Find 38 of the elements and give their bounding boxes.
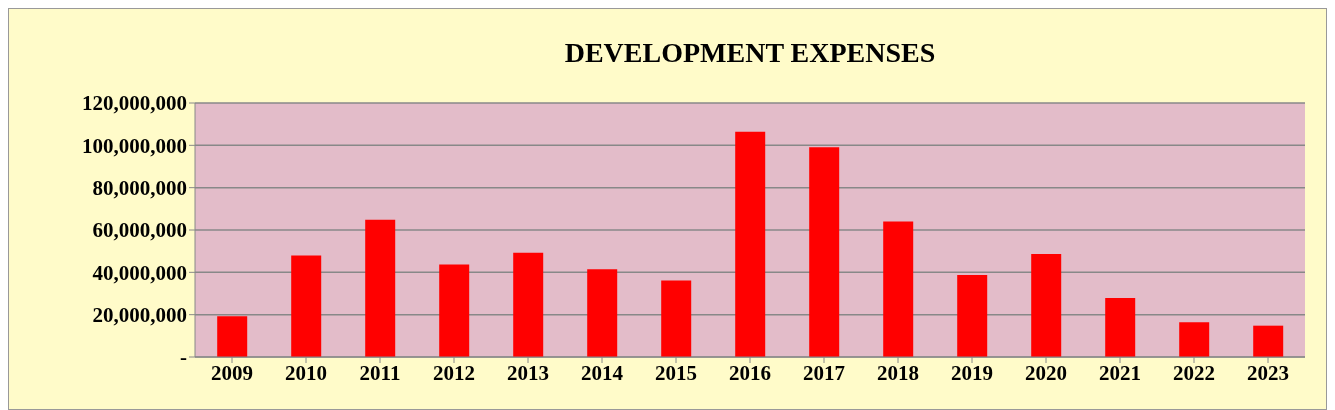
x-tick-label: 2018 (877, 360, 919, 385)
x-tick-label: 2015 (655, 360, 697, 385)
x-tick-label: 2014 (581, 360, 624, 385)
x-tick-label: 2009 (211, 360, 253, 385)
bar (1253, 325, 1284, 357)
x-tick-label: 2013 (507, 360, 549, 385)
y-tick-label: 80,000,000 (92, 176, 187, 201)
x-tick-label: 2012 (433, 360, 475, 385)
x-tick-label: 2020 (1025, 360, 1067, 385)
bar (809, 147, 840, 357)
y-tick-label: 100,000,000 (82, 133, 187, 158)
bar (883, 221, 914, 357)
bar (439, 264, 470, 357)
x-tick-label: 2016 (729, 360, 771, 385)
bar (1031, 253, 1062, 357)
bar (1105, 297, 1136, 357)
bar (291, 255, 322, 357)
y-tick-label: - (180, 345, 187, 370)
bar (957, 275, 988, 357)
bar (661, 280, 692, 357)
x-tick-label: 2017 (803, 360, 845, 385)
x-tick-label: 2021 (1099, 360, 1141, 385)
y-tick-label: 20,000,000 (92, 303, 187, 328)
bar (735, 131, 766, 357)
x-tick-label: 2019 (951, 360, 993, 385)
y-tick-label: 60,000,000 (92, 218, 187, 243)
bar (1179, 322, 1210, 357)
bar (587, 269, 618, 357)
x-tick-label: 2022 (1173, 360, 1215, 385)
bar (217, 316, 248, 357)
bar (365, 219, 396, 357)
x-tick-label: 2023 (1247, 360, 1289, 385)
x-tick-label: 2010 (285, 360, 327, 385)
x-tick-label: 2011 (359, 360, 401, 385)
y-tick-label: 120,000,000 (82, 91, 187, 116)
y-tick-label: 40,000,000 (92, 260, 187, 285)
chart-title: DEVELOPMENT EXPENSES (563, 37, 937, 69)
bar (513, 252, 544, 357)
